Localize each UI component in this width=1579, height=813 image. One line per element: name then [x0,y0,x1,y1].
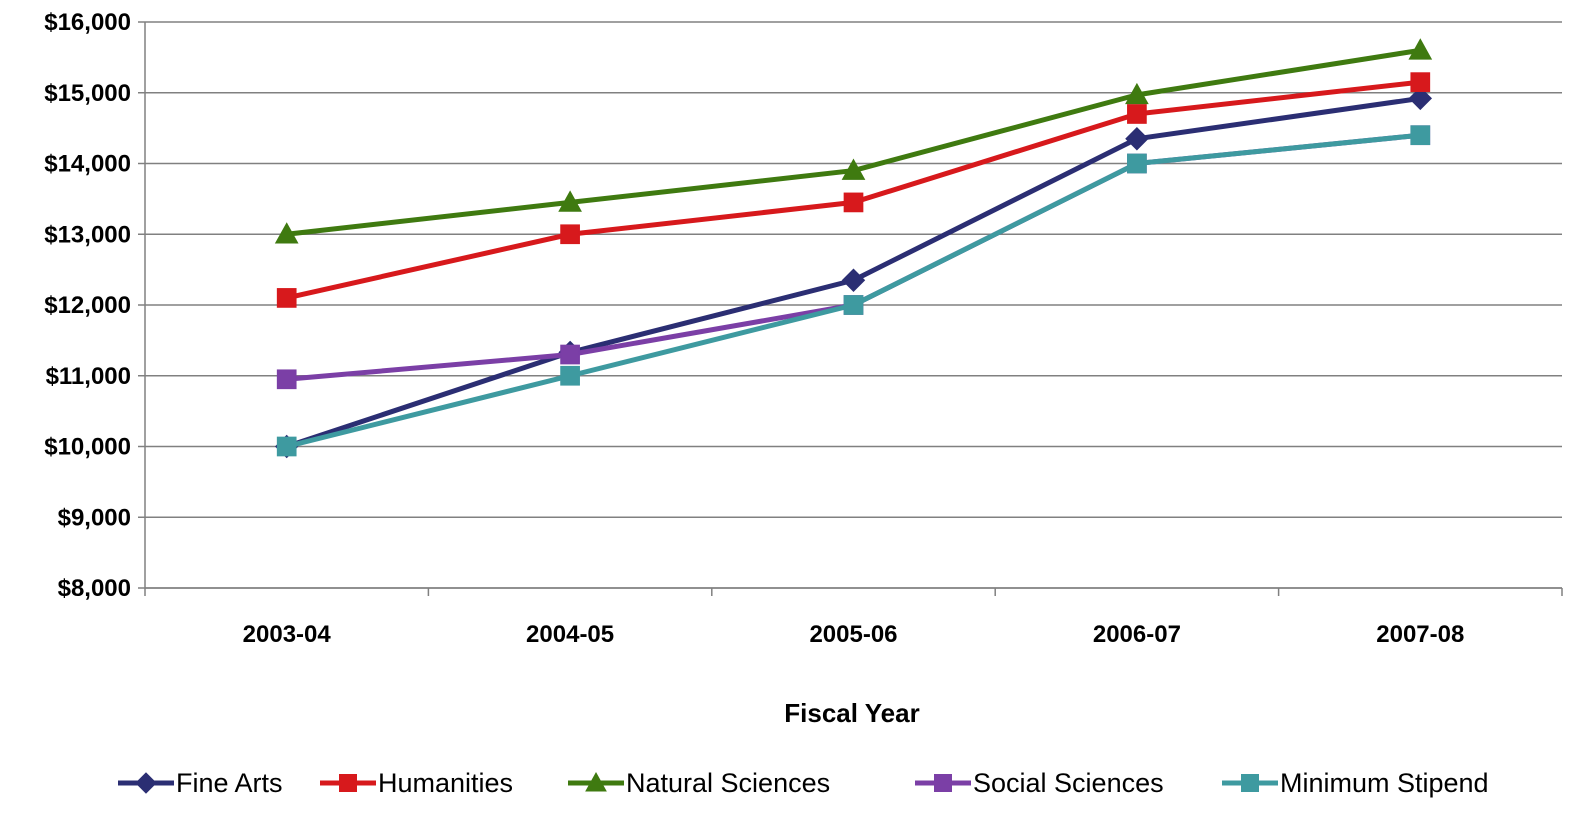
legend-swatch-marker [135,772,157,794]
axes [138,21,1563,596]
data-point [1408,86,1433,111]
x-axis-title: Fiscal Year [784,698,919,728]
data-point [1410,125,1431,146]
x-tick-label: 2003-04 [243,621,332,648]
series-line [284,79,1423,301]
x-axis-tick-labels: 2003-04 2004-05 2005-06 2006-07 2007-08 [243,621,1465,648]
data-point [276,436,297,457]
data-point [843,192,864,213]
data-point [841,158,866,180]
legend-label: Humanities [378,768,513,798]
data-point [1125,127,1149,151]
data-point [1408,38,1433,60]
series-humanities [276,72,1431,308]
y-tick-label: $8,000 [58,575,131,602]
legend-swatch-marker [934,774,952,792]
x-tick-label: 2004-05 [526,621,614,648]
y-tick-label: $11,000 [46,363,131,390]
y-tick-label: $10,000 [44,434,131,461]
y-tick-label: $13,000 [44,221,131,248]
data-point [276,288,297,308]
data-point [560,344,580,365]
legend-label: Fine Arts [176,768,283,798]
y-tick-label: $9,000 [58,504,131,531]
data-point [276,369,297,390]
x-tick-label: 2006-07 [1093,621,1181,648]
y-tick-label: $15,000 [44,80,131,107]
legend-item: Natural Sciences [568,768,830,798]
data-point [560,224,580,245]
y-tick-label: $12,000 [44,292,131,319]
legend-label: Natural Sciences [626,768,830,798]
data-point [843,295,864,315]
x-tick-label: 2007-08 [1376,621,1464,648]
data-point [1410,72,1431,92]
data-point [1125,82,1149,105]
y-axis-tick-labels: $8,000 $9,000 $10,000 $11,000 $12,000 $13,000… [44,9,131,602]
legend-swatch-marker [339,774,357,792]
y-tick-label: $14,000 [44,151,131,178]
legend-item: Minimum Stipend [1222,768,1489,798]
series-minimum-stipend [276,125,1431,457]
data-point [560,365,580,386]
x-tick-label: 2005-06 [809,621,897,648]
legend-swatch-marker [585,771,607,792]
legend-label: Social Sciences [973,768,1164,798]
legend-item: Fine Arts [118,768,283,798]
data-point [1127,153,1147,174]
y-tick-label: $16,000 [44,9,131,36]
series-fine-arts [274,86,1433,459]
data-point [1127,104,1147,124]
legend-item: Social Sciences [915,768,1164,798]
legend-swatch-marker [1241,774,1259,792]
legend-item: Humanities [320,768,513,798]
series-lines [274,38,1433,459]
legend: Fine Arts Humanities Natural Sciences Socia… [118,768,1489,798]
series-natural-sciences [274,38,1433,244]
data-point [841,268,866,292]
data-point [274,222,299,244]
data-point [558,190,582,212]
legend-label: Minimum Stipend [1280,768,1489,798]
